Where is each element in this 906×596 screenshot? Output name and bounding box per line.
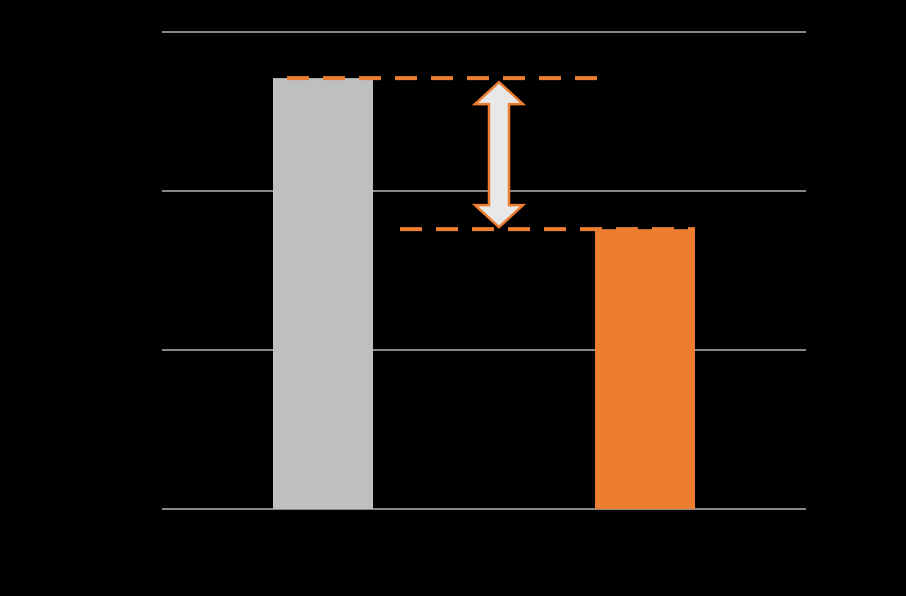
bar [273,78,373,510]
bar [595,229,695,509]
difference-arrow [471,80,527,229]
